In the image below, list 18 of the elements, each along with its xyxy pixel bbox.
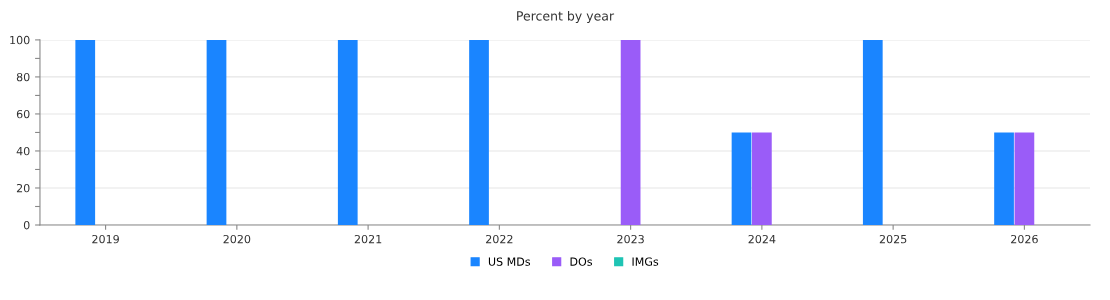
x-tick-label: 2025 (879, 234, 907, 244)
x-tick-label: 2023 (617, 234, 644, 244)
y-tick-label: 100 (10, 35, 30, 45)
x-tick-label: 2022 (486, 234, 513, 244)
x-tick-label: 2024 (748, 234, 776, 244)
x-tick-label: 2019 (92, 234, 119, 244)
y-tick-label: 60 (16, 109, 30, 119)
x-tick-label: 2026 (1011, 234, 1038, 244)
chart-title: Percent by year (517, 10, 615, 24)
y-tick-label: 0 (23, 220, 30, 230)
legend-label: US MDs (488, 257, 531, 266)
x-tick-label: 2020 (223, 234, 251, 244)
y-tick-label: 80 (16, 72, 30, 82)
legend-label: IMGs (632, 257, 659, 266)
x-tick-label: 2021 (354, 234, 382, 244)
y-tick-label: 20 (16, 183, 30, 193)
y-tick-label: 40 (16, 146, 30, 156)
legend-label: DOs (570, 257, 593, 266)
